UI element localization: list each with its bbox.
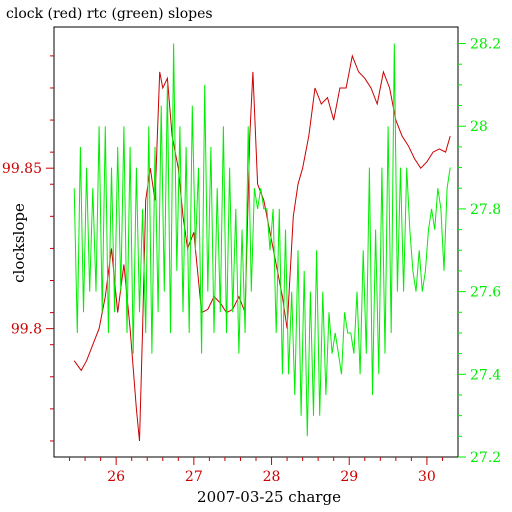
bottom-axis: 26 27 28 29 30: [69, 457, 443, 485]
y-right-tick-label: 28: [470, 119, 488, 135]
x-tick-label: 29: [340, 469, 358, 485]
y-right-tick-label: 27.8: [470, 202, 501, 218]
chart-title: clock (red) rtc (green) slopes: [6, 6, 213, 22]
right-axis: 27.2 27.4 27.6 27.8 28 28.2: [458, 37, 501, 466]
y-right-tick-label: 27.4: [470, 367, 501, 383]
plot-frame: [53, 26, 459, 458]
x-axis-label: 2007-03-25 charge: [197, 488, 341, 506]
left-axis: 99.8 99.85: [2, 55, 54, 442]
y-axis-label-left: clockslope: [10, 203, 28, 283]
x-tick-label: 27: [185, 469, 203, 485]
x-tick-label: 30: [418, 469, 436, 485]
y-right-tick-label: 27.6: [470, 285, 501, 301]
y-left-tick-label: 99.85: [2, 161, 42, 177]
x-tick-label: 28: [263, 469, 281, 485]
rtc-series-line: [73, 43, 451, 437]
y-right-tick-label: 28.2: [470, 37, 501, 53]
y-right-tick-label: 27.2: [470, 450, 501, 466]
clock-series-line: [73, 54, 451, 442]
y-left-tick-label: 99.8: [11, 322, 42, 338]
series-layer: [73, 43, 451, 442]
x-tick-label: 26: [107, 469, 125, 485]
